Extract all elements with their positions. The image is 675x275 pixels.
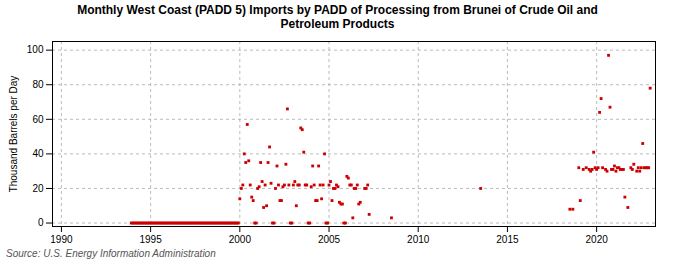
svg-text:2000: 2000	[229, 234, 252, 245]
svg-text:20: 20	[32, 183, 44, 194]
svg-text:Thousand Barrels per Day: Thousand Barrels per Day	[8, 76, 19, 193]
svg-text:1995: 1995	[139, 234, 162, 245]
svg-text:2005: 2005	[318, 234, 341, 245]
svg-text:100: 100	[27, 44, 44, 55]
svg-text:40: 40	[32, 148, 44, 159]
svg-text:80: 80	[32, 79, 44, 90]
html-text:Source: U.S. Energy Informatio: Source: U.S. Energy Information Administ…	[6, 248, 216, 259]
svg-text:60: 60	[32, 114, 44, 125]
svg-text:2020: 2020	[586, 234, 609, 245]
svg-text:0: 0	[38, 217, 44, 228]
svg-text:2015: 2015	[496, 234, 519, 245]
svg-text:1990: 1990	[50, 234, 73, 245]
html-text:Monthly West Coast (PADD 5) Im: Monthly West Coast (PADD 5) Imports by P…	[77, 3, 598, 31]
svg-text:2010: 2010	[407, 234, 430, 245]
